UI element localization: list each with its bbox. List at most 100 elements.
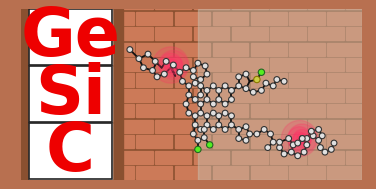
Bar <box>213 135 249 148</box>
Circle shape <box>170 62 176 68</box>
Circle shape <box>183 101 189 107</box>
Circle shape <box>216 97 222 102</box>
Bar <box>194 0 229 9</box>
Bar <box>213 166 249 179</box>
Bar <box>232 0 268 9</box>
Bar <box>308 120 344 133</box>
Bar <box>213 12 249 25</box>
Circle shape <box>254 76 260 83</box>
Bar <box>41 120 77 133</box>
Circle shape <box>274 77 280 82</box>
Bar <box>22 135 58 148</box>
Circle shape <box>236 74 242 80</box>
Circle shape <box>198 126 203 132</box>
Bar <box>112 12 120 25</box>
Bar <box>270 58 306 71</box>
Bar <box>41 27 77 40</box>
Circle shape <box>180 78 185 84</box>
Circle shape <box>281 151 287 157</box>
Bar <box>117 0 153 9</box>
Bar <box>232 150 268 164</box>
Circle shape <box>204 122 210 128</box>
Bar <box>29 66 112 122</box>
Circle shape <box>204 71 210 77</box>
Circle shape <box>198 92 203 98</box>
Circle shape <box>254 131 260 137</box>
Circle shape <box>168 60 179 70</box>
Circle shape <box>222 110 228 116</box>
Bar <box>112 73 120 87</box>
Bar <box>174 135 211 148</box>
Bar <box>270 89 306 102</box>
Bar <box>26 27 29 40</box>
Circle shape <box>229 88 234 93</box>
Bar <box>29 9 112 65</box>
Bar <box>308 0 344 9</box>
Bar <box>112 135 120 149</box>
Circle shape <box>192 80 198 86</box>
Circle shape <box>177 69 183 75</box>
Bar <box>26 150 29 164</box>
Bar <box>346 58 361 71</box>
Bar <box>213 73 249 87</box>
Circle shape <box>222 101 228 107</box>
Bar <box>117 27 122 40</box>
Bar <box>79 0 115 9</box>
Circle shape <box>164 56 182 74</box>
Circle shape <box>236 83 242 89</box>
Circle shape <box>195 137 201 143</box>
Circle shape <box>295 153 301 159</box>
Bar <box>174 73 211 87</box>
Bar <box>232 89 268 102</box>
Circle shape <box>150 67 155 73</box>
Circle shape <box>191 74 196 80</box>
Bar <box>60 12 96 25</box>
Bar <box>22 89 24 102</box>
Circle shape <box>154 74 160 80</box>
Bar <box>60 73 96 87</box>
Circle shape <box>270 83 276 89</box>
Circle shape <box>281 78 287 84</box>
Circle shape <box>268 131 273 137</box>
Bar <box>117 0 122 10</box>
Bar <box>22 120 39 133</box>
Bar <box>22 12 29 25</box>
Bar <box>117 58 153 71</box>
Bar <box>232 120 268 133</box>
Bar <box>98 104 134 117</box>
Circle shape <box>259 88 264 93</box>
Circle shape <box>216 122 222 128</box>
Bar <box>194 27 229 40</box>
Bar <box>174 166 211 179</box>
Bar <box>41 150 77 164</box>
Bar <box>112 119 115 133</box>
Bar <box>117 150 153 164</box>
Bar <box>213 104 249 117</box>
Circle shape <box>202 126 207 132</box>
Bar <box>174 12 211 25</box>
Circle shape <box>236 126 242 132</box>
Bar <box>251 12 287 25</box>
Circle shape <box>141 65 146 71</box>
Bar <box>251 166 287 179</box>
Bar <box>327 43 361 56</box>
Circle shape <box>258 69 265 75</box>
Circle shape <box>317 145 323 150</box>
Bar <box>60 43 96 56</box>
Circle shape <box>229 113 234 119</box>
Bar <box>194 120 229 133</box>
Bar <box>22 150 24 164</box>
Circle shape <box>288 124 317 153</box>
Bar <box>117 58 122 71</box>
Bar <box>60 135 96 148</box>
Circle shape <box>229 122 234 128</box>
Circle shape <box>216 113 222 119</box>
Bar <box>251 43 287 56</box>
Circle shape <box>164 59 177 71</box>
Circle shape <box>127 47 133 53</box>
Bar <box>79 58 115 71</box>
Bar <box>346 0 361 9</box>
Bar <box>136 135 172 148</box>
Bar <box>112 89 115 102</box>
Bar <box>29 123 112 179</box>
